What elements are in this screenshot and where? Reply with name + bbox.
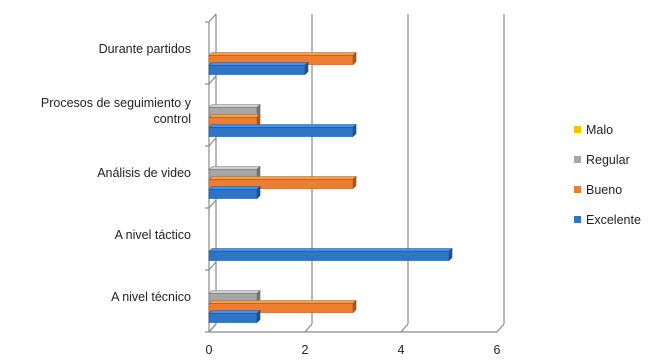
chart-axes [205,13,505,333]
category-label-line: Procesos de seguimiento y [41,96,192,110]
floor-line [304,323,313,333]
bar-bueno [208,113,261,128]
x-tick-label: 2 [302,343,309,357]
x-tick-label: 6 [494,343,501,357]
legend-item-excelente: Excelente [574,213,641,227]
x-tick-labels: 0 2 4 6 [206,343,501,357]
x-tick-label: 0 [206,343,213,357]
chart-bars [208,51,453,324]
bar-excelente [208,309,261,324]
bar-excelente [208,61,309,76]
floor-line [496,323,505,333]
bar-excelente [208,247,453,262]
category-labels: Durante partidos Procesos de seguimiento … [41,42,192,304]
y-tick-depth [208,137,217,147]
chart-legend: Malo Regular Bueno Excelente [574,123,641,227]
legend-swatch [574,126,581,133]
y-tick-depth [208,323,217,333]
y-tick-depth [208,75,217,85]
category-label: Análisis de video [97,166,191,180]
legend-label: Regular [586,153,630,167]
category-label-line: A nivel técnico [111,290,191,304]
category-label: Durante partidos [99,42,191,56]
x-tick-label: 4 [398,343,405,357]
category-label-line: control [153,112,191,126]
bar-regular [208,103,261,118]
bar-excelente [208,123,357,138]
bar-bueno [208,299,357,314]
category-label: A nivel táctico [115,228,191,242]
legend-item-bueno: Bueno [574,183,622,197]
legend-swatch [574,216,581,223]
bar-bueno [208,175,357,190]
legend-swatch [574,186,581,193]
y-tick-depth [208,13,217,23]
y-tick-depth [208,199,217,209]
bar-excelente [208,185,261,200]
legend-swatch [574,156,581,163]
legend-item-malo: Malo [574,123,613,137]
legend-label: Excelente [586,213,641,227]
category-label-line: Durante partidos [99,42,191,56]
category-label: Procesos de seguimiento y control [41,96,192,126]
legend-item-regular: Regular [574,153,630,167]
category-label-line: A nivel táctico [115,228,191,242]
legend-label: Malo [586,123,613,137]
legend-label: Bueno [586,183,622,197]
bar-regular [208,165,261,180]
y-tick-depth [208,261,217,271]
category-label-line: Análisis de video [97,166,191,180]
floor-line [400,323,409,333]
category-label: A nivel técnico [111,290,191,304]
